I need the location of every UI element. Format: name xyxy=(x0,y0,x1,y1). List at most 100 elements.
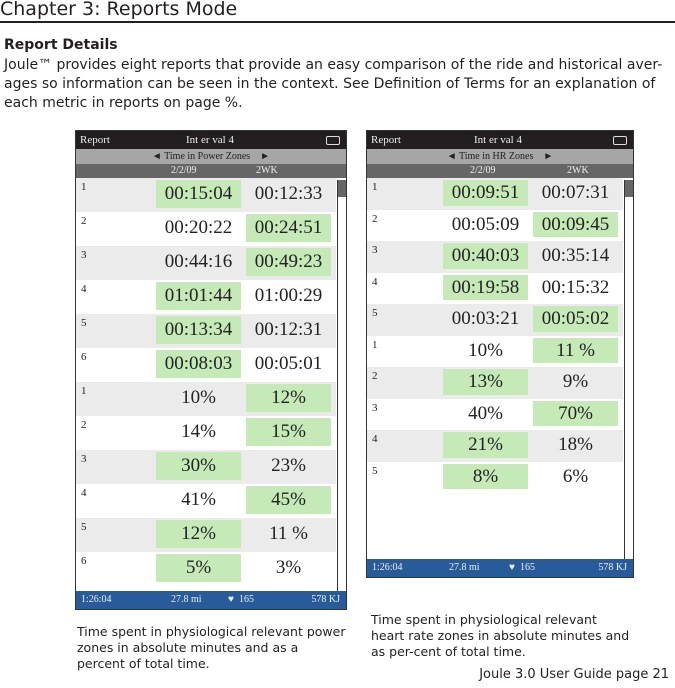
period: 2WK xyxy=(567,165,589,176)
historical-value: 00:24:51 xyxy=(246,214,331,242)
current-value: 00:19:58 xyxy=(443,274,528,300)
current-value: 01:01:44 xyxy=(156,282,241,310)
current-value: 5% xyxy=(156,554,241,582)
title-bar: Report Int er val 4 xyxy=(367,131,633,149)
date: 2/2/09 xyxy=(470,165,496,176)
table-row: 4 41% 45% xyxy=(76,484,336,518)
zone-number: 5 xyxy=(81,317,87,329)
heart-icon: ♥ xyxy=(228,594,234,605)
zone-number: 6 xyxy=(81,351,87,363)
current-value: 00:44:16 xyxy=(164,251,233,272)
title-bar: Report Int er val 4 xyxy=(76,131,346,149)
zone-number: 1 xyxy=(372,181,378,193)
zone-number: 4 xyxy=(372,433,378,445)
zone-number: 5 xyxy=(372,307,378,319)
table-row: 4 01:01:44 01:00:29 xyxy=(76,280,336,314)
current-value: 00:15:04 xyxy=(156,180,241,208)
zone-number: 6 xyxy=(81,555,87,567)
historical-value: 00:05:01 xyxy=(254,353,323,374)
zone-number: 3 xyxy=(372,244,378,256)
historical-value: 18% xyxy=(558,434,593,455)
heart-icon: ♥ xyxy=(509,562,515,573)
mode-label: Report xyxy=(371,134,401,146)
interval-title: Int er val 4 xyxy=(474,134,522,146)
mode-label: Report xyxy=(80,134,110,146)
table-row: 2 00:05:09 00:09:45 xyxy=(367,210,623,242)
historical-value: 00:07:31 xyxy=(541,182,610,203)
screen-selector[interactable]: ◄ Time in HR Zones ► xyxy=(367,149,633,164)
scrollbar[interactable] xyxy=(337,180,346,591)
left-arrow-icon[interactable]: ◄ xyxy=(446,151,459,162)
zone-number: 1 xyxy=(81,385,87,397)
current-value: 00:09:51 xyxy=(443,180,528,206)
divider xyxy=(0,21,675,23)
status-bar: 1:26:04 27.8 mi ♥ 165 578 KJ xyxy=(367,559,633,577)
historical-value: 70% xyxy=(533,400,618,426)
table-row: 2 14% 15% xyxy=(76,416,336,450)
historical-value: 23% xyxy=(271,455,306,476)
table-row: 6 00:08:03 00:05:01 xyxy=(76,348,336,382)
current-value: 00:05:09 xyxy=(451,213,520,235)
zone-number: 2 xyxy=(372,370,378,382)
table-row: 5 8% 6% xyxy=(367,462,623,494)
table-row: 4 21% 18% xyxy=(367,430,623,462)
historical-value: 00:35:14 xyxy=(541,245,610,266)
zone-number: 3 xyxy=(81,453,87,465)
zone-number: 4 xyxy=(372,275,378,288)
current-value: 00:40:03 xyxy=(443,243,528,269)
table-row: 2 13% 9% xyxy=(367,367,623,399)
current-value: 21% xyxy=(443,432,528,458)
historical-value: 00:15:32 xyxy=(541,276,610,298)
date: 2/2/09 xyxy=(171,165,197,176)
zone-number: 1 xyxy=(372,338,378,351)
section-title: Report Details xyxy=(4,37,118,53)
figure-caption: Time spent in physiological relevant hea… xyxy=(371,612,630,659)
right-arrow-icon[interactable]: ► xyxy=(533,151,554,162)
interval-title: Int er val 4 xyxy=(186,134,234,146)
ride-time: 1:26:04 xyxy=(81,594,112,605)
device-screen: Report Int er val 4 ◄ Time in HR Zones ► … xyxy=(366,130,634,578)
distance: 27.8 mi xyxy=(171,594,202,605)
current-value: 00:08:03 xyxy=(156,350,241,378)
figure-caption: Time spent in physiological relevant pow… xyxy=(77,624,346,671)
historical-value: 00:05:02 xyxy=(533,306,618,332)
right-arrow-icon[interactable]: ► xyxy=(250,151,271,162)
zone-number: 3 xyxy=(81,249,87,261)
zone-number: 4 xyxy=(81,283,87,295)
historical-value: 11 % xyxy=(533,337,618,363)
battery-icon xyxy=(326,136,340,145)
table-row: 1 10% 11 % xyxy=(367,336,623,368)
historical-value: 11 % xyxy=(269,523,308,544)
current-value: 8% xyxy=(443,463,528,489)
current-value: 13% xyxy=(443,369,528,395)
screen-name: Time in HR Zones xyxy=(458,151,534,162)
current-value: 10% xyxy=(181,387,216,408)
historical-value: 45% xyxy=(246,486,331,514)
table-row: 3 00:40:03 00:35:14 xyxy=(367,241,623,273)
historical-value: 12% xyxy=(246,384,331,412)
table-row: 3 00:44:16 00:49:23 xyxy=(76,246,336,280)
current-value: 12% xyxy=(156,520,241,548)
current-value: 14% xyxy=(181,421,216,442)
current-value: 30% xyxy=(156,452,241,480)
historical-value: 3% xyxy=(275,557,302,578)
screen-selector[interactable]: ◄ Time in Power Zones ► xyxy=(76,149,346,164)
scrollbar-thumb[interactable] xyxy=(338,180,346,197)
table-row: 2 00:20:22 00:24:51 xyxy=(76,212,336,246)
left-arrow-icon[interactable]: ◄ xyxy=(151,151,165,162)
scrollbar[interactable] xyxy=(624,180,633,559)
table-row: 1 00:15:04 00:12:33 xyxy=(76,178,336,212)
current-value: 10% xyxy=(468,339,503,361)
current-value: 00:03:21 xyxy=(451,308,520,329)
heart-rate: 165 xyxy=(239,594,254,605)
zone-number: 4 xyxy=(81,487,87,499)
status-bar: 1:26:04 27.8 mi ♥ 165 578 KJ xyxy=(76,591,346,609)
period: 2WK xyxy=(256,165,278,176)
table-row: 3 30% 23% xyxy=(76,450,336,484)
historical-value: 9% xyxy=(562,371,589,392)
scrollbar-thumb[interactable] xyxy=(625,180,633,197)
table-row: 5 12% 11 % xyxy=(76,518,336,552)
current-value: 41% xyxy=(181,489,216,510)
zone-number: 5 xyxy=(372,464,378,477)
table-row: 4 00:19:58 00:15:32 xyxy=(367,273,623,305)
